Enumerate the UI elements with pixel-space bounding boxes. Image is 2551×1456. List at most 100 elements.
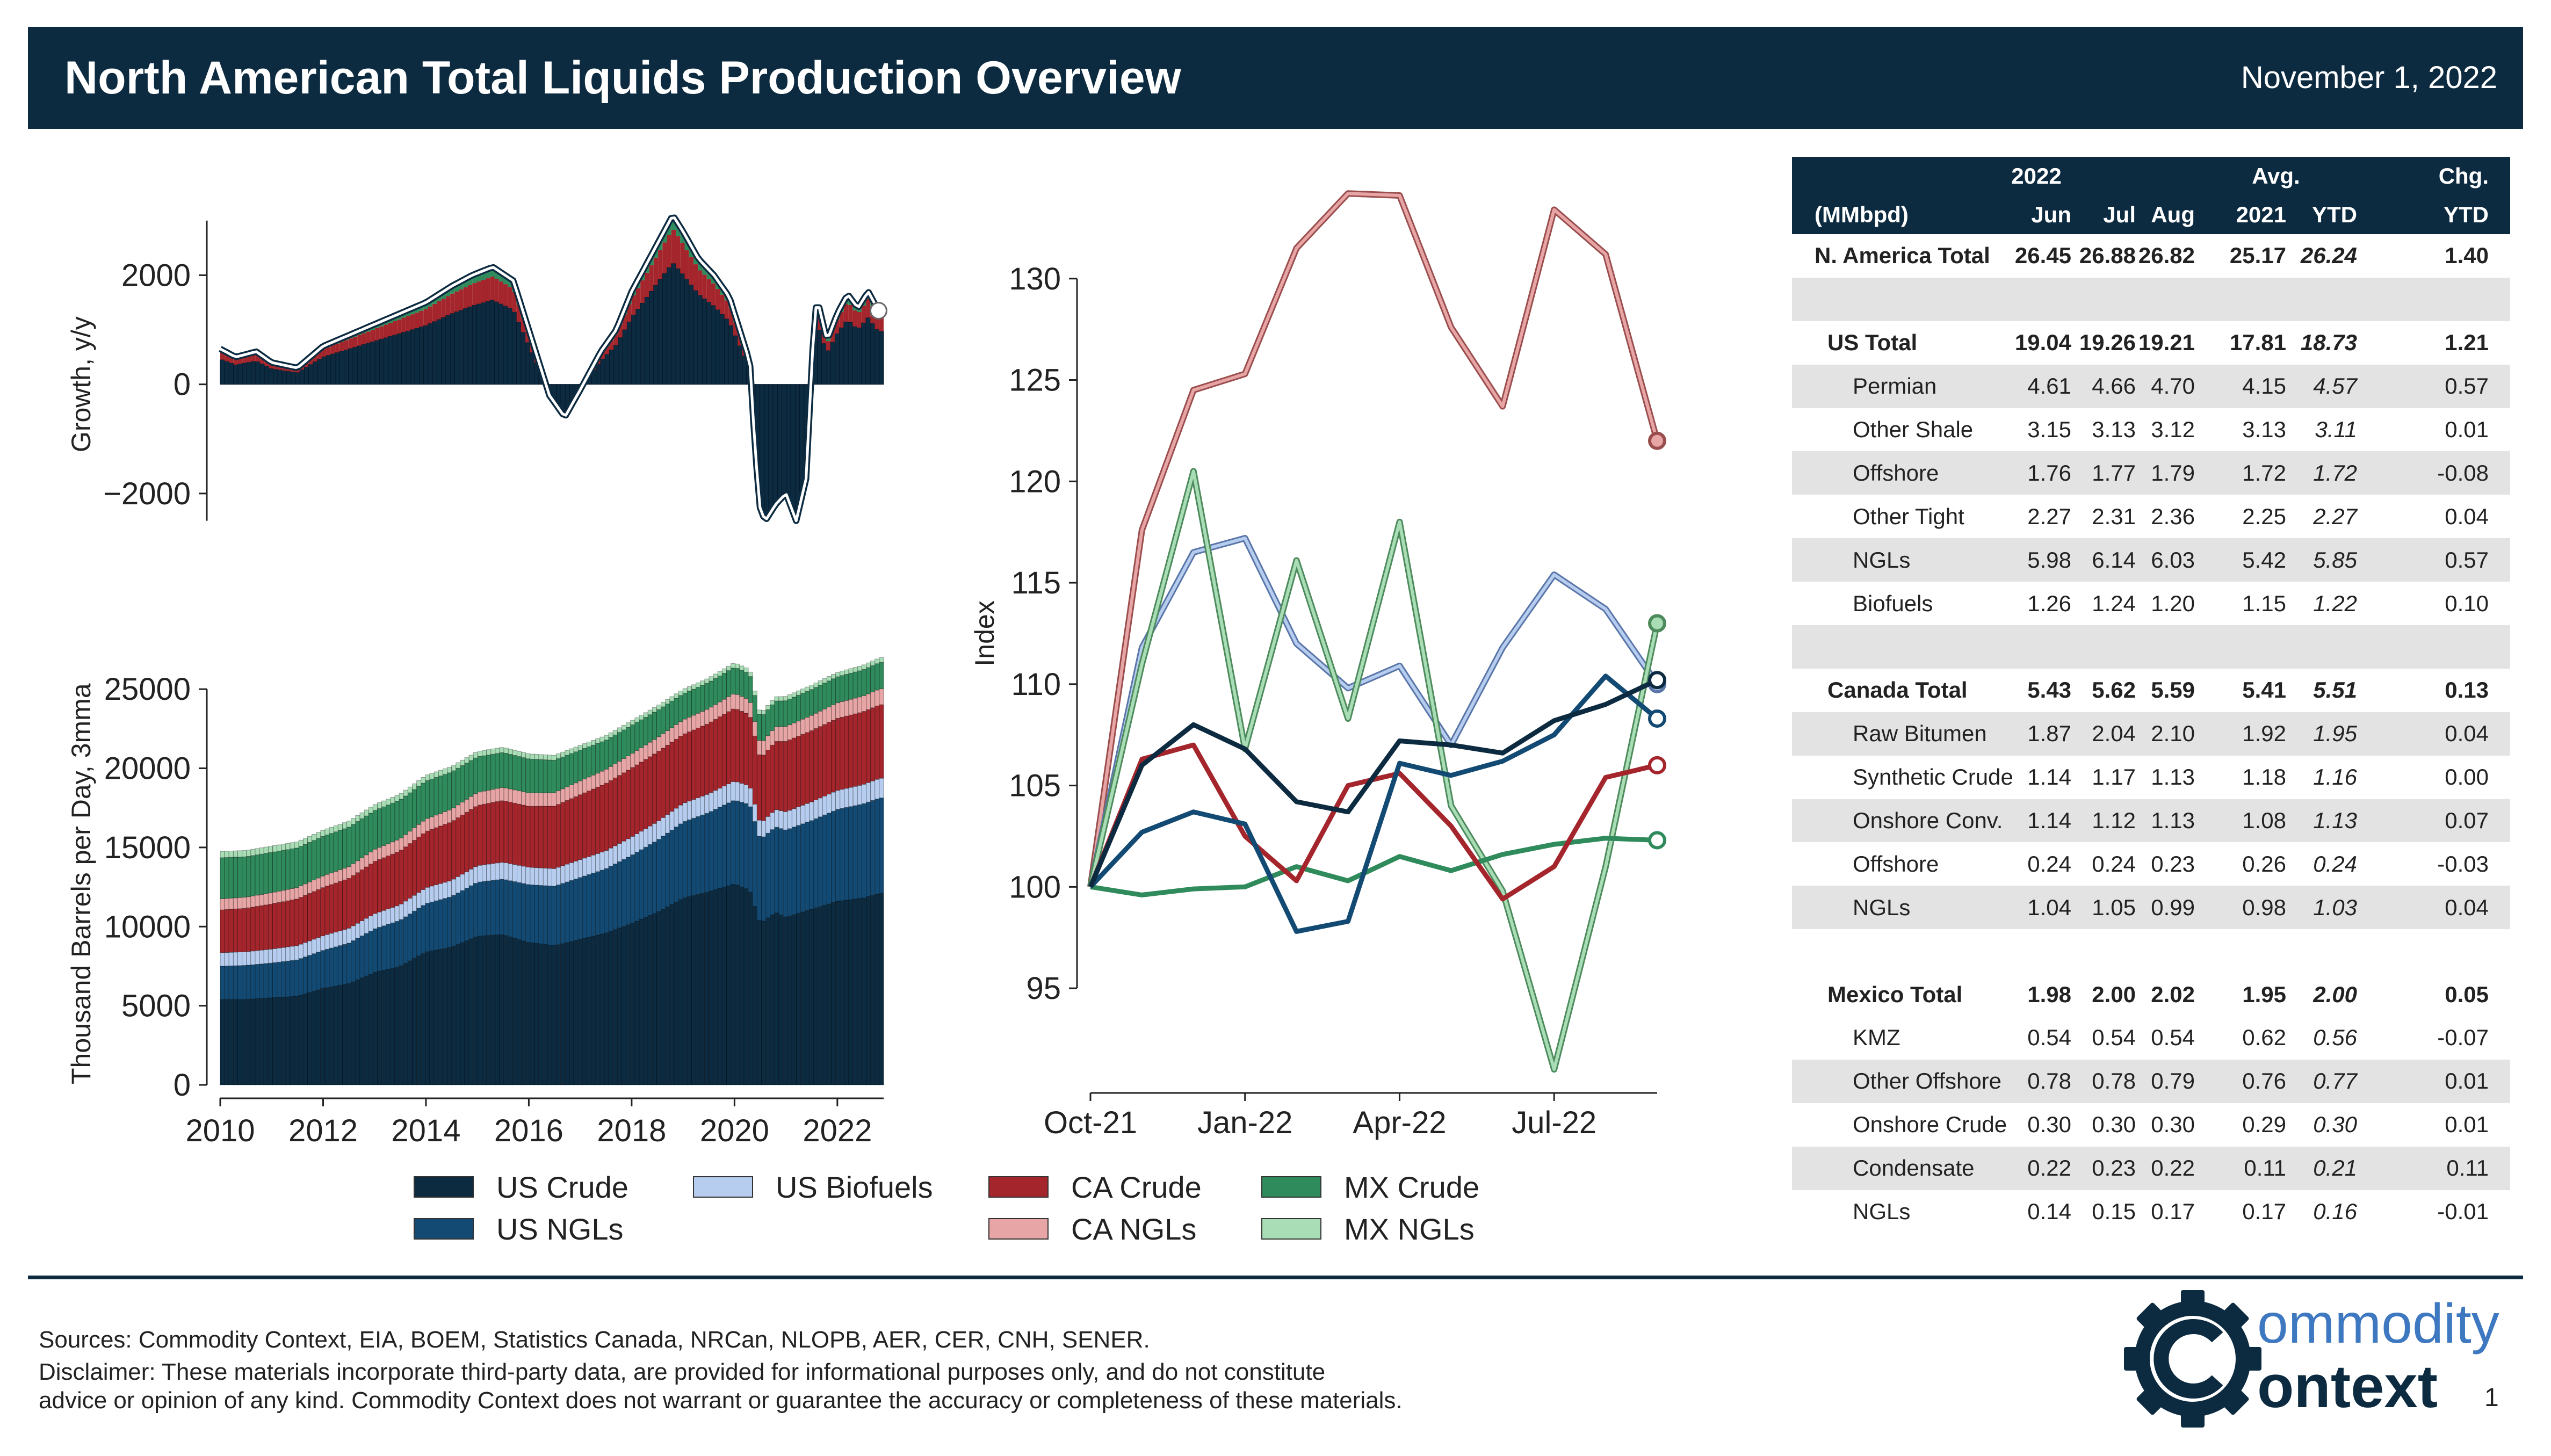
bar-segment xyxy=(813,799,819,819)
bar-segment xyxy=(246,965,251,1000)
bar-segment xyxy=(857,804,862,899)
cell-aug: 0.22 xyxy=(2136,1146,2195,1190)
bar-segment xyxy=(647,825,653,845)
bar-segment xyxy=(333,931,338,947)
bar-segment xyxy=(407,792,413,832)
growth-bar-ca xyxy=(711,283,716,306)
bar-segment xyxy=(656,736,662,752)
table-row: Biofuels 1.26 1.24 1.20 1.15 1.22 0.10 xyxy=(1792,582,2510,625)
bar-segment xyxy=(220,909,225,953)
growth-bar-us xyxy=(281,370,287,385)
footer-disclaimer-line2: advice or opinion of any kind. Commodity… xyxy=(39,1387,1403,1414)
growth-bar-us xyxy=(450,313,455,385)
cell-aug: 0.54 xyxy=(2151,1025,2195,1051)
bar-segment xyxy=(517,756,522,792)
y-tick-label: 0 xyxy=(174,1068,191,1103)
bar-segment xyxy=(460,814,465,875)
cell-label: Condensate xyxy=(1792,1146,2001,1190)
bar-segment xyxy=(525,884,531,943)
bar-segment xyxy=(521,805,526,867)
bar-segment xyxy=(263,998,269,1085)
bar-segment xyxy=(743,784,749,804)
bar-segment xyxy=(835,790,841,810)
bar-segment xyxy=(255,964,260,999)
bar-segment xyxy=(333,882,338,932)
bar-segment xyxy=(250,951,256,965)
growth-bar-us xyxy=(865,317,871,385)
growth-bar-us xyxy=(768,384,774,512)
bar-segment xyxy=(726,665,732,671)
cell-jul: 2.00 xyxy=(2092,981,2136,1007)
bar-segment xyxy=(709,707,714,722)
bar-segment xyxy=(599,852,605,871)
cell-y2021 xyxy=(2195,929,2286,973)
bar-segment xyxy=(661,748,666,818)
y-tick-label: 25000 xyxy=(104,672,191,707)
bar-segment xyxy=(599,771,605,786)
bar-segment xyxy=(844,788,849,808)
legend-item-ca-ngls: CA NGLs xyxy=(988,1212,1196,1246)
bar-segment xyxy=(228,952,234,966)
cell-label: Canada Total xyxy=(1827,677,1968,703)
cell-chg: 0.05 xyxy=(2445,981,2489,1007)
growth-bar-us xyxy=(326,354,331,385)
bar-segment xyxy=(447,947,452,1085)
bar-segment xyxy=(674,901,679,1085)
bar-segment xyxy=(682,897,688,1085)
bar-segment xyxy=(421,833,426,890)
bar-segment xyxy=(678,823,683,900)
cell-aug xyxy=(2136,929,2195,973)
bar-segment xyxy=(612,845,618,865)
cell-label: Other Tight xyxy=(1853,503,1964,529)
bar-segment xyxy=(381,969,387,1085)
growth-bar-mx xyxy=(459,281,464,289)
bar-segment xyxy=(521,752,526,758)
bar-segment xyxy=(468,885,474,939)
bar-segment xyxy=(604,769,609,784)
bar-segment xyxy=(547,868,552,887)
growth-bar-us xyxy=(392,335,398,385)
growth-bar-us xyxy=(494,301,500,385)
bar-segment xyxy=(665,814,670,834)
bar-segment xyxy=(634,852,640,922)
growth-bar-us xyxy=(428,323,433,385)
bar-segment xyxy=(866,896,871,1085)
growth-bar-us xyxy=(507,308,512,385)
growth-bar-ca xyxy=(273,365,278,370)
cell-y2021: 1.18 xyxy=(2242,764,2286,790)
bar-segment xyxy=(604,740,609,770)
growth-bar-ca xyxy=(406,316,411,331)
bar-segment xyxy=(700,814,705,894)
bar-segment xyxy=(337,870,343,882)
bar-segment xyxy=(272,851,278,893)
x-tick-label: 2018 xyxy=(597,1113,666,1148)
bar-segment xyxy=(342,944,348,985)
growth-bar-us xyxy=(344,349,349,385)
growth-bar-us xyxy=(459,309,464,385)
bar-segment xyxy=(599,933,605,1085)
bar-segment xyxy=(805,691,810,718)
growth-bar-ca xyxy=(242,357,247,363)
bar-segment xyxy=(399,965,404,1085)
growth-bar-us xyxy=(640,302,645,385)
bar-segment xyxy=(626,924,631,1085)
bar-segment xyxy=(835,718,841,791)
bar-segment xyxy=(691,799,697,818)
growth-bar-ca xyxy=(330,345,336,354)
bar-segment xyxy=(342,929,348,945)
bar-segment xyxy=(556,885,561,945)
cell-label: US Total xyxy=(1827,330,1918,356)
bar-segment xyxy=(281,947,286,962)
table-row: Condensate 0.22 0.23 0.22 0.11 0.21 0.11 xyxy=(1792,1146,2510,1190)
bar-segment xyxy=(844,700,849,716)
y-tick-label: 95 xyxy=(1026,971,1061,1006)
bar-segment xyxy=(298,944,303,959)
bar-segment xyxy=(508,801,513,864)
bar-segment xyxy=(460,802,465,815)
growth-bar-mx xyxy=(826,337,831,342)
bar-segment xyxy=(259,950,264,965)
growth-bar-ca xyxy=(658,250,663,279)
bar-segment xyxy=(813,818,819,908)
growth-bar-ca xyxy=(852,310,857,327)
bar-segment xyxy=(870,665,876,692)
